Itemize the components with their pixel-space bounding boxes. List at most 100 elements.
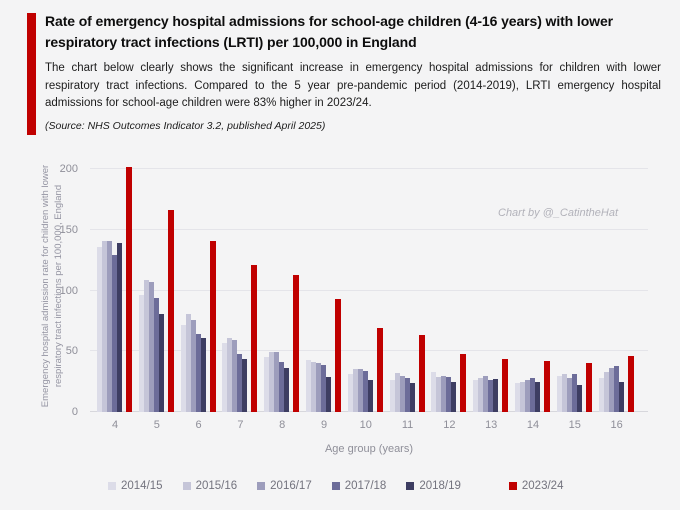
x-tick-label: 15 bbox=[568, 419, 581, 431]
x-tick-label: 6 bbox=[195, 419, 202, 431]
bar-2016-17-age-11 bbox=[399, 375, 405, 412]
bar-group-age-12: 12 bbox=[431, 160, 467, 431]
bar-2016-17-age-6 bbox=[190, 319, 196, 412]
bar-2023-24-age-10 bbox=[376, 328, 383, 412]
bar-2014-15-age-8 bbox=[264, 357, 270, 412]
bar-2023-24-age-9 bbox=[335, 299, 341, 412]
bar-2017-18-age-9 bbox=[321, 364, 326, 412]
bar-2015-16-age-6 bbox=[185, 313, 191, 412]
source-note: (Source: NHS Outcomes Indicator 3.2, pub… bbox=[45, 119, 326, 132]
bar-2018-19-age-7 bbox=[242, 358, 248, 412]
plot-area: 4 5 6 7 8 9 10 11 12 13 14 15 16 bbox=[90, 160, 648, 431]
bar-2015-16-age-4 bbox=[102, 240, 107, 412]
bar-2018-19-age-13 bbox=[493, 379, 499, 412]
legend-label: 2023/24 bbox=[521, 480, 564, 492]
y-tick-label: 0 bbox=[71, 406, 78, 418]
bar-2023-24-age-7 bbox=[251, 265, 258, 412]
bar-group-age-8: 8 bbox=[264, 160, 300, 431]
bar-2015-16-age-5 bbox=[143, 279, 149, 412]
bar-group-age-6: 6 bbox=[180, 160, 216, 431]
legend-swatch bbox=[257, 482, 266, 490]
bar-2014-15-age-14 bbox=[515, 382, 520, 412]
bar-2017-18-age-8 bbox=[279, 362, 285, 412]
x-tick-label: 11 bbox=[401, 419, 414, 431]
bar-2014-15-age-15 bbox=[556, 375, 562, 412]
bar-group-age-4: 4 bbox=[97, 160, 132, 431]
bar-2016-17-age-10 bbox=[357, 369, 363, 412]
bar-2018-19-age-16 bbox=[618, 381, 624, 412]
legend-item-2015-16: 2015/16 bbox=[182, 480, 237, 492]
x-tick-label: 7 bbox=[237, 419, 244, 431]
legend-label: 2018/19 bbox=[419, 480, 461, 492]
bar-2017-18-age-13 bbox=[488, 380, 494, 412]
bar-2016-17-age-15 bbox=[566, 377, 572, 412]
legend-swatch bbox=[406, 482, 415, 490]
bar-2023-24-age-11 bbox=[418, 335, 425, 412]
bar-group-age-5: 5 bbox=[138, 160, 174, 431]
bar-group-age-7: 7 bbox=[222, 160, 258, 431]
legend-item-2017-18: 2017/18 bbox=[331, 480, 386, 492]
bar-2018-19-age-15 bbox=[576, 385, 582, 412]
y-axis-ticks: 0 50 100 150 200 bbox=[0, 160, 84, 418]
bar-2016-17-age-9 bbox=[316, 363, 321, 412]
bar-2014-15-age-16 bbox=[598, 377, 604, 412]
chart-subtitle: The chart below clearly shows the signif… bbox=[45, 62, 661, 109]
bar-2014-15-age-10 bbox=[347, 374, 353, 412]
bar-2017-18-age-6 bbox=[195, 334, 201, 412]
gridline bbox=[90, 350, 648, 352]
bar-2017-18-age-12 bbox=[446, 376, 452, 412]
bar-group-age-15: 15 bbox=[556, 160, 592, 431]
x-tick-label: 5 bbox=[153, 419, 160, 431]
bar-2017-18-age-14 bbox=[530, 377, 535, 412]
x-tick-label: 9 bbox=[320, 419, 328, 431]
bar-group-age-14: 14 bbox=[515, 160, 550, 431]
bar-2016-17-age-12 bbox=[441, 375, 447, 412]
legend-swatch bbox=[331, 482, 340, 490]
bar-2018-19-age-9 bbox=[326, 376, 331, 412]
bar-2014-15-age-9 bbox=[306, 359, 311, 412]
legend-item-2014-15: 2014/15 bbox=[108, 480, 163, 492]
bar-2023-24-age-13 bbox=[502, 358, 509, 412]
bar-2017-18-age-16 bbox=[613, 365, 619, 412]
bar-2018-19-age-4 bbox=[117, 243, 122, 412]
legend-swatch bbox=[108, 482, 116, 490]
bar-2014-15-age-6 bbox=[180, 324, 186, 412]
bar-2015-16-age-14 bbox=[520, 381, 525, 412]
x-tick-label: 4 bbox=[111, 419, 119, 431]
y-tick-label: 50 bbox=[65, 345, 78, 358]
bar-2015-16-age-7 bbox=[227, 337, 233, 412]
bar-2018-19-age-12 bbox=[451, 381, 457, 412]
bar-2018-19-age-11 bbox=[409, 382, 415, 412]
bar-2018-19-age-8 bbox=[284, 368, 290, 412]
x-tick-label: 12 bbox=[443, 419, 456, 431]
bar-chart: Emergency hospital admission rate for ch… bbox=[0, 150, 680, 510]
bar-2018-19-age-6 bbox=[200, 337, 206, 412]
gridline bbox=[90, 289, 648, 291]
bar-2015-16-age-8 bbox=[269, 352, 275, 412]
x-tick-label: 16 bbox=[610, 419, 623, 431]
bar-2017-18-age-11 bbox=[404, 377, 410, 412]
bar-2016-17-age-5 bbox=[148, 282, 154, 412]
bar-2016-17-age-14 bbox=[525, 380, 530, 412]
header-accent-bar bbox=[27, 13, 36, 135]
bar-2023-24-age-8 bbox=[293, 274, 300, 412]
bar-2014-15-age-5 bbox=[138, 295, 144, 412]
legend-item-2016-17: 2016/17 bbox=[257, 480, 312, 492]
legend-item-2018-19: 2018/19 bbox=[406, 480, 461, 492]
bar-2018-19-age-10 bbox=[367, 380, 373, 412]
watermark: Chart by @_CatintheHat bbox=[498, 207, 619, 219]
bar-2015-16-age-9 bbox=[311, 362, 316, 412]
legend: 2014/15 2015/16 2016/17 2017/18 2018/19 2023/… bbox=[108, 480, 563, 492]
bar-2018-19-age-5 bbox=[158, 313, 164, 412]
legend-label: 2016/17 bbox=[270, 480, 312, 492]
bar-group-age-13: 13 bbox=[473, 160, 509, 431]
bar-2023-24-age-15 bbox=[585, 363, 592, 412]
bar-group-age-9: 9 bbox=[306, 160, 341, 431]
bar-2023-24-age-14 bbox=[544, 360, 550, 412]
bar-2014-15-age-7 bbox=[222, 342, 228, 412]
bar-2023-24-age-4 bbox=[126, 166, 132, 412]
bar-2016-17-age-13 bbox=[483, 375, 489, 412]
gridline bbox=[90, 228, 648, 230]
x-tick-label: 14 bbox=[526, 419, 540, 431]
